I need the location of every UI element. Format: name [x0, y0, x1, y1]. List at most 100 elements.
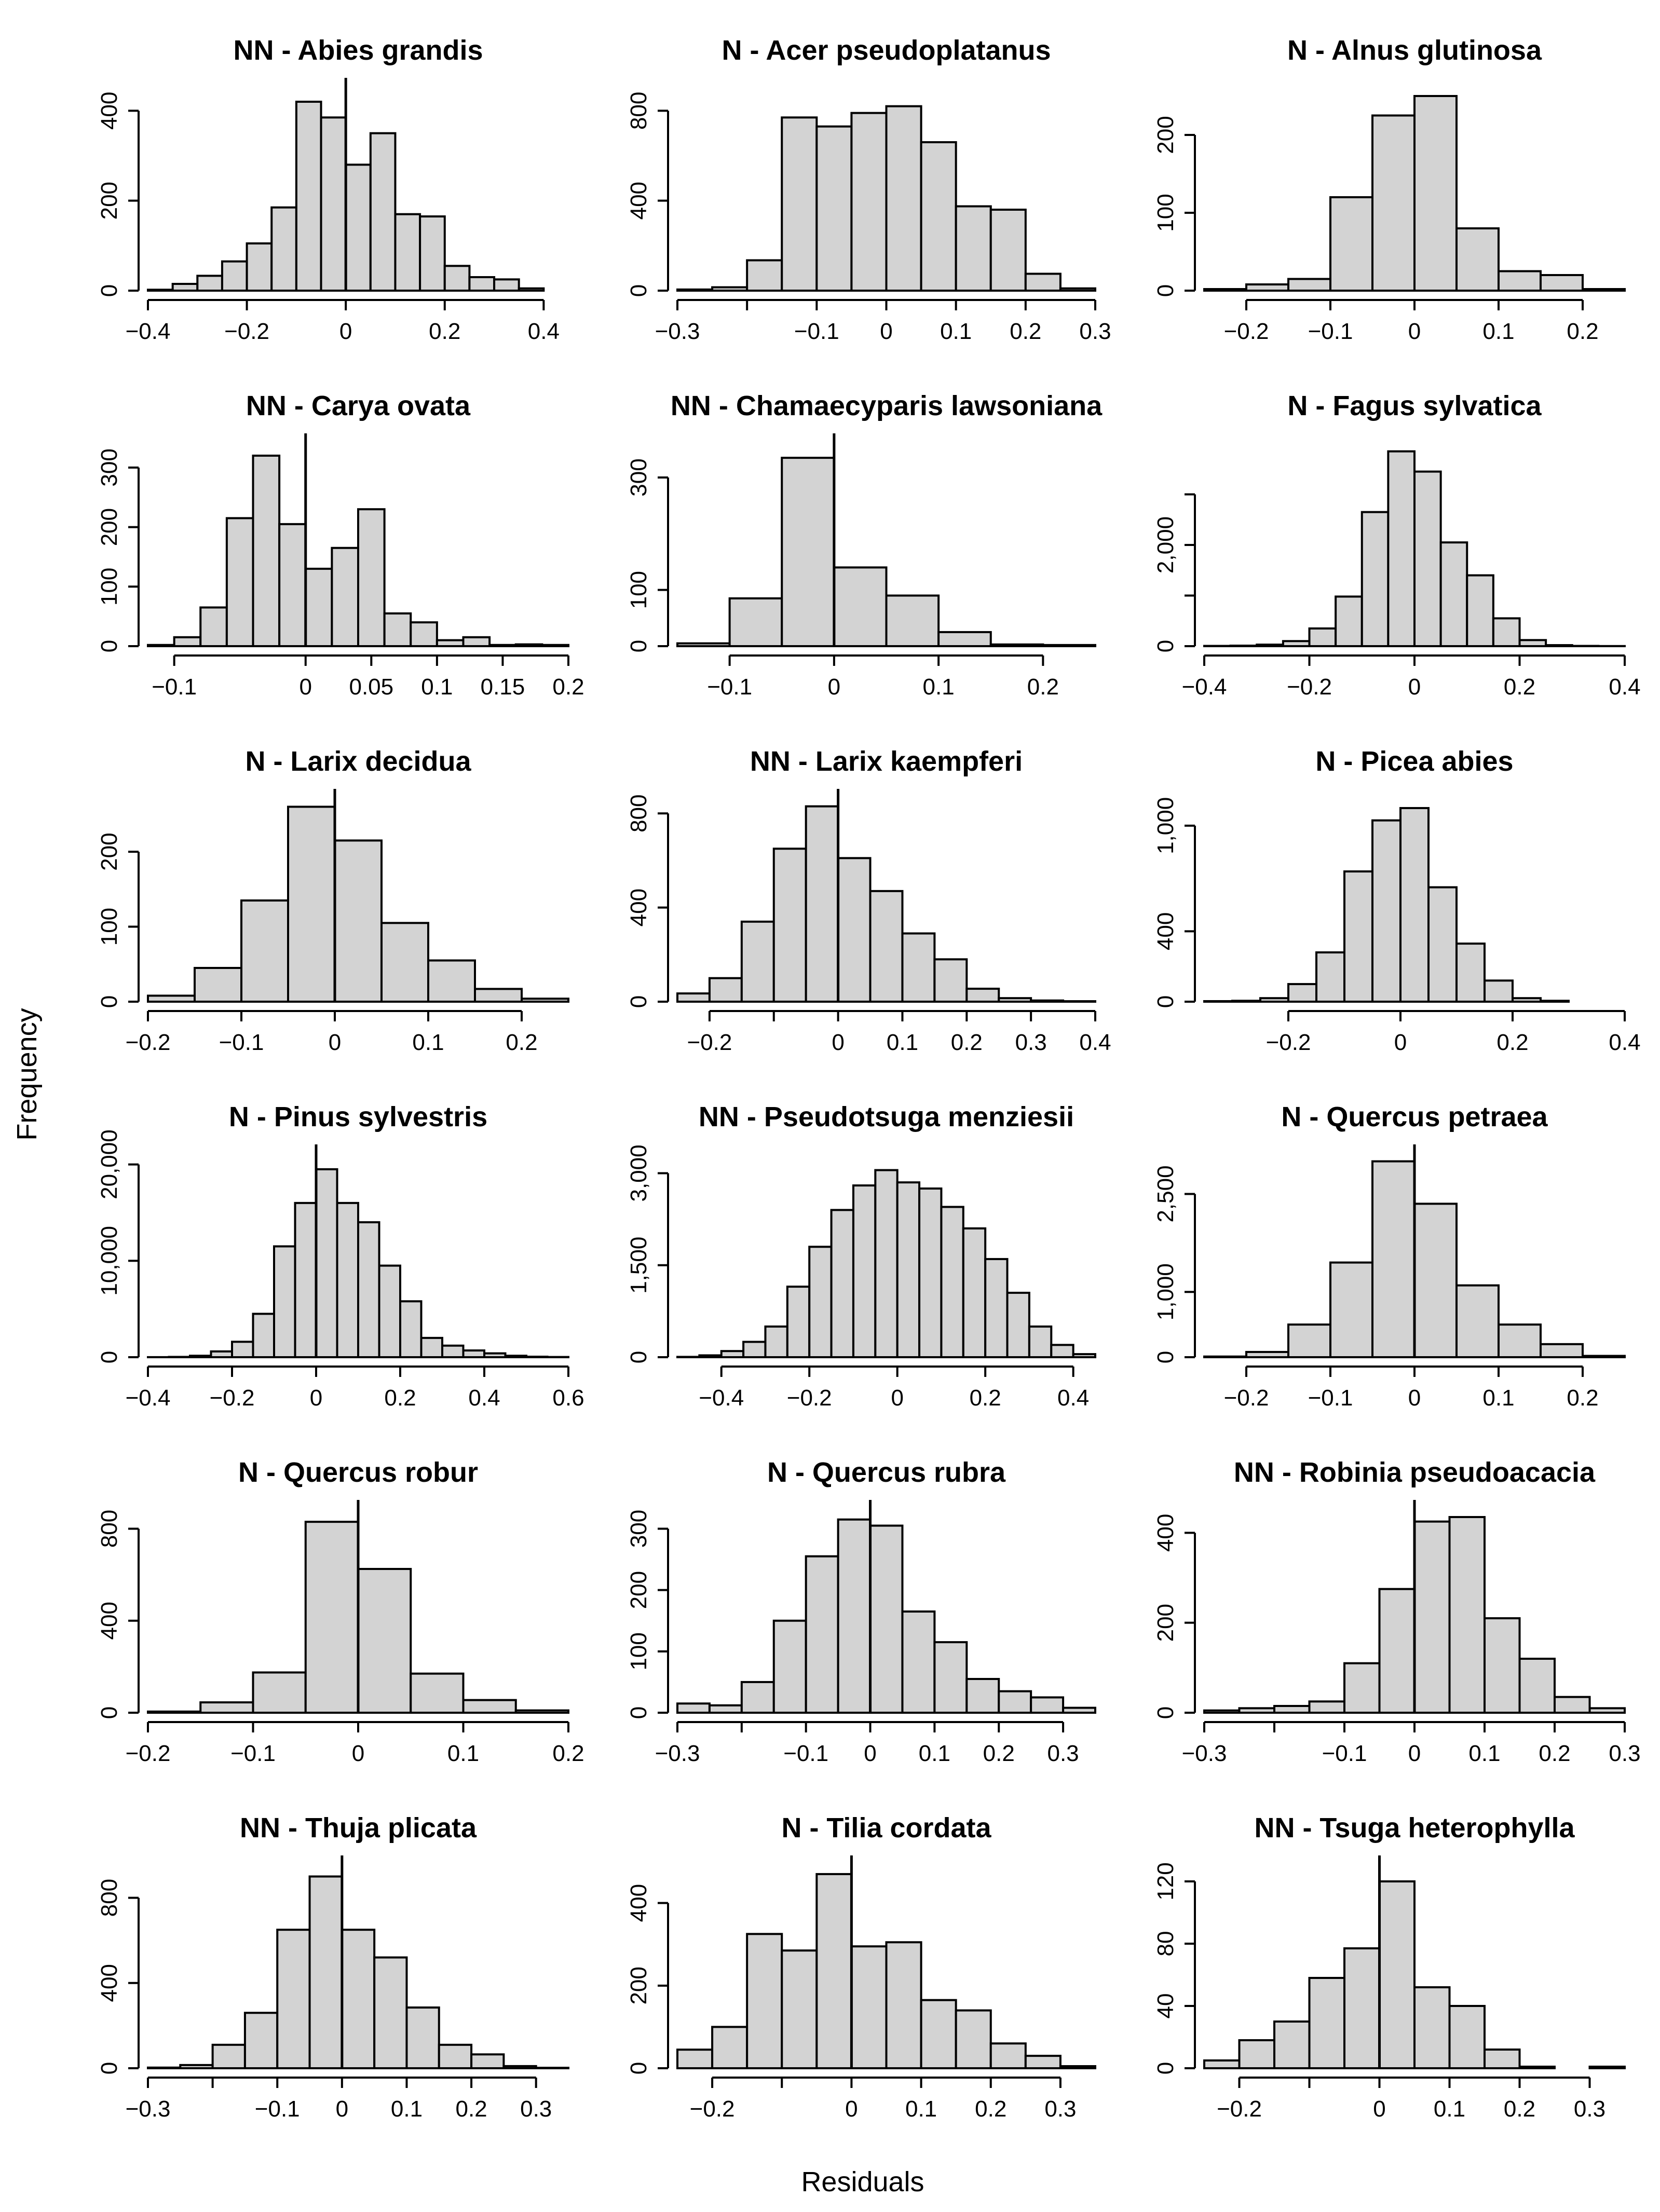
- y-tick-label: 0: [626, 2062, 651, 2074]
- histogram-bar: [462, 636, 491, 647]
- y-tick-label: 80: [1153, 1931, 1178, 1957]
- histogram-bar: [462, 1349, 485, 1358]
- x-tick-label: 0.4: [1079, 1030, 1111, 1055]
- x-tick-label: 0: [1408, 674, 1421, 700]
- histogram-bar: [189, 1355, 212, 1359]
- histogram-bar: [1059, 287, 1096, 292]
- y-tick-label: 0: [1153, 1351, 1178, 1363]
- histogram-bar: [320, 116, 347, 292]
- y-tick-label: 400: [97, 1964, 122, 2002]
- y-tick-label: 200: [1153, 116, 1178, 154]
- x-tick-label: 0.2: [1539, 1741, 1570, 1766]
- histogram-bar: [998, 997, 1032, 1003]
- histogram-bar: [772, 1619, 807, 1714]
- histogram-bar: [294, 1201, 317, 1359]
- x-tick-label: 0.2: [429, 319, 460, 344]
- histogram-bar: [933, 1641, 968, 1714]
- x-tick-label: 0.1: [923, 674, 955, 700]
- y-tick-label: 1,000: [1153, 1263, 1178, 1320]
- x-tick-label: 0: [1408, 319, 1421, 344]
- y-tick-label: 800: [626, 92, 651, 130]
- histogram-bar: [1231, 1000, 1261, 1003]
- y-tick-label: 300: [97, 448, 122, 486]
- histogram-bar: [885, 594, 940, 647]
- x-tick-label: −0.1: [783, 1741, 828, 1766]
- histogram-bar: [1059, 2065, 1096, 2070]
- x-tick-label: 0.1: [421, 674, 453, 700]
- histogram-bar: [1448, 2005, 1486, 2069]
- x-tick-label: 0.2: [455, 2096, 487, 2122]
- x-tick-label: 0: [832, 1030, 844, 1055]
- histogram-bar: [1030, 999, 1065, 1003]
- histogram-bar: [173, 636, 202, 647]
- x-tick-label: 0.3: [1609, 1741, 1640, 1766]
- histogram-bar: [781, 457, 835, 647]
- x-tick-label: 0.3: [1047, 1741, 1079, 1766]
- histogram-bar: [869, 890, 904, 1003]
- histogram-bar: [304, 1521, 359, 1714]
- x-tick-label: 0: [891, 1385, 903, 1411]
- x-tick-label: 0.6: [552, 1385, 584, 1411]
- y-tick-label: 0: [97, 1351, 122, 1363]
- histogram-bar: [1413, 1203, 1458, 1358]
- x-tick-label: 0.1: [391, 2096, 423, 2122]
- y-tick-label: 0: [97, 284, 122, 297]
- histogram-bar: [740, 1681, 775, 1714]
- histogram-bar: [746, 1933, 783, 2069]
- y-tick-label: 2,500: [1153, 1165, 1178, 1222]
- histogram-bar: [336, 1201, 359, 1359]
- histogram-bar: [1518, 2066, 1556, 2069]
- histogram-bar: [369, 132, 397, 292]
- x-tick-label: 0: [1408, 1741, 1421, 1766]
- histogram-bar: [1498, 1323, 1542, 1358]
- y-tick-label: 0: [626, 995, 651, 1008]
- y-tick-label: 400: [626, 1884, 651, 1922]
- histogram-bar: [955, 205, 992, 292]
- x-tick-label: 0: [1408, 1385, 1421, 1411]
- histogram-panel: NN - Carya ovata −0.1 0 0.05 0.1 0.15 0.2 0 100 2…: [97, 390, 584, 700]
- histogram-panel: N - Tilia cordata −0.2 0 0.1 0.2 0.3 0 200 400: [626, 1812, 1096, 2122]
- histogram-bar: [394, 213, 421, 292]
- histogram-bar: [1203, 288, 1247, 292]
- y-tick-label: 0: [97, 1706, 122, 1719]
- panel-title: NN - Pseudotsuga menziesii: [699, 1101, 1074, 1132]
- histogram-bar: [1050, 1344, 1074, 1358]
- x-tick-label: 0.1: [887, 1030, 918, 1055]
- histogram-bar: [781, 1949, 818, 2070]
- y-tick-label: 0: [1153, 640, 1178, 652]
- x-tick-label: 0.2: [1010, 319, 1041, 344]
- histogram-bar: [1455, 1284, 1500, 1358]
- histogram-bar: [308, 1875, 343, 2070]
- histogram-bar: [147, 644, 175, 648]
- histogram-bar: [1455, 943, 1486, 1003]
- x-tick-label: 0.3: [520, 2096, 552, 2122]
- histogram-bar: [937, 631, 992, 647]
- histogram-bar: [147, 289, 174, 292]
- y-tick-label: 300: [626, 458, 651, 496]
- histogram-bar: [474, 988, 523, 1003]
- histogram-bar: [1282, 640, 1311, 647]
- x-tick-label: −0.4: [699, 1385, 744, 1411]
- histogram-bar: [295, 101, 322, 292]
- histogram-bar: [1287, 983, 1317, 1003]
- x-tick-label: −0.2: [1287, 674, 1332, 700]
- panel-title: NN - Larix kaempferi: [750, 746, 1023, 777]
- panel-title: NN - Robinia pseudoacacia: [1234, 1457, 1596, 1488]
- histogram-bar: [147, 1710, 202, 1714]
- x-tick-label: −0.1: [1322, 1741, 1367, 1766]
- y-tick-label: 100: [626, 571, 651, 609]
- histogram-bar: [179, 2064, 214, 2069]
- x-tick-label: 0.4: [528, 319, 560, 344]
- histogram-bar: [1413, 1986, 1451, 2069]
- histogram-panel: NN - Thuja plicata −0.3 −0.1 0 0.1 0.2 0.3 0 400…: [97, 1812, 569, 2122]
- panel-title: NN - Thuja plicata: [240, 1812, 477, 1844]
- histogram-bar: [1072, 1353, 1097, 1358]
- x-tick-label: 0: [300, 674, 312, 700]
- histogram-bar: [933, 958, 968, 1003]
- histogram-bar: [252, 1671, 307, 1714]
- histogram-bar: [1399, 807, 1430, 1003]
- histogram-bar: [273, 1245, 296, 1358]
- y-tick-label: 800: [97, 1879, 122, 1917]
- histogram-bar: [1455, 227, 1500, 292]
- y-tick-label: 0: [1153, 1706, 1178, 1719]
